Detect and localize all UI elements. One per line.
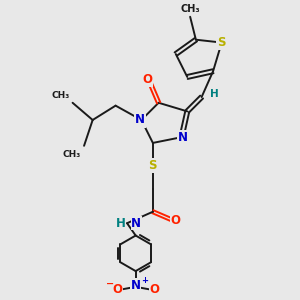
Text: +: +: [141, 276, 148, 285]
Text: N: N: [131, 279, 141, 292]
Text: O: O: [142, 73, 152, 86]
Text: CH₃: CH₃: [63, 150, 81, 159]
Text: N: N: [178, 131, 188, 144]
Text: O: O: [112, 283, 122, 296]
Text: S: S: [218, 36, 226, 49]
Text: N: N: [135, 113, 145, 127]
Text: H: H: [210, 89, 219, 99]
Text: CH₃: CH₃: [180, 4, 200, 14]
Text: S: S: [148, 159, 157, 172]
Text: O: O: [171, 214, 181, 227]
Text: O: O: [149, 283, 159, 296]
Text: N: N: [131, 217, 141, 230]
Text: H: H: [116, 217, 126, 230]
Text: −: −: [106, 279, 114, 289]
Text: CH₃: CH₃: [52, 91, 70, 100]
